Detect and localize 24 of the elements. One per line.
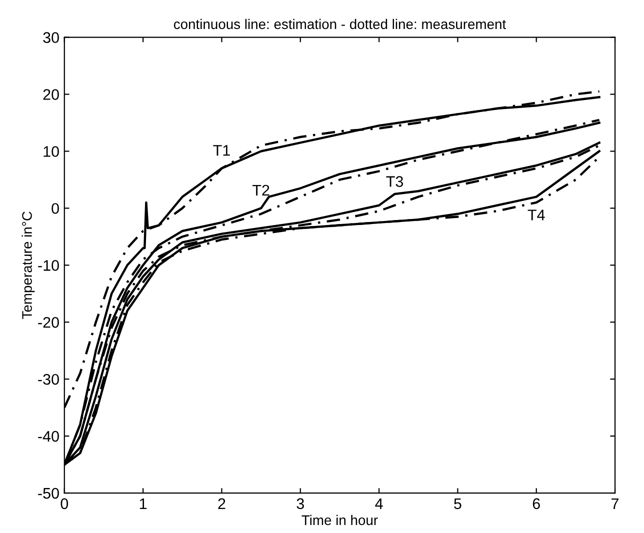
y-tick-label: 10 — [44, 146, 59, 157]
series-label: T2 — [252, 184, 270, 196]
y-tick-label: -40 — [38, 430, 59, 442]
series-label: T1 — [213, 145, 230, 156]
x-tick-label: 4 — [375, 498, 383, 509]
x-tick-label: 2 — [218, 498, 226, 509]
series-label: T4 — [528, 210, 545, 220]
x-tick-label: 5 — [454, 498, 462, 510]
x-tick-label: 6 — [532, 498, 540, 510]
y-axis-title: Temperature in°C — [22, 212, 35, 319]
y-tick-label: -50 — [38, 488, 59, 499]
x-tick-label: 7 — [612, 498, 618, 509]
y-tick-label: 30 — [43, 32, 59, 43]
series-label: T3 — [386, 176, 404, 187]
y-tick-label: 0 — [52, 203, 59, 214]
y-tick-label: 20 — [43, 89, 59, 100]
x-tick-label: 3 — [296, 498, 304, 510]
x-tick-label: 1 — [140, 498, 147, 509]
chart-title: continuous line: estimation - dotted line: measurement — [174, 18, 506, 30]
y-tick-label: -30 — [38, 374, 59, 385]
x-tick-label: 0 — [60, 498, 68, 510]
y-tick-label: -20 — [38, 317, 59, 328]
x-axis-title: Time in hour — [302, 514, 378, 526]
y-tick-label: -10 — [38, 260, 59, 271]
